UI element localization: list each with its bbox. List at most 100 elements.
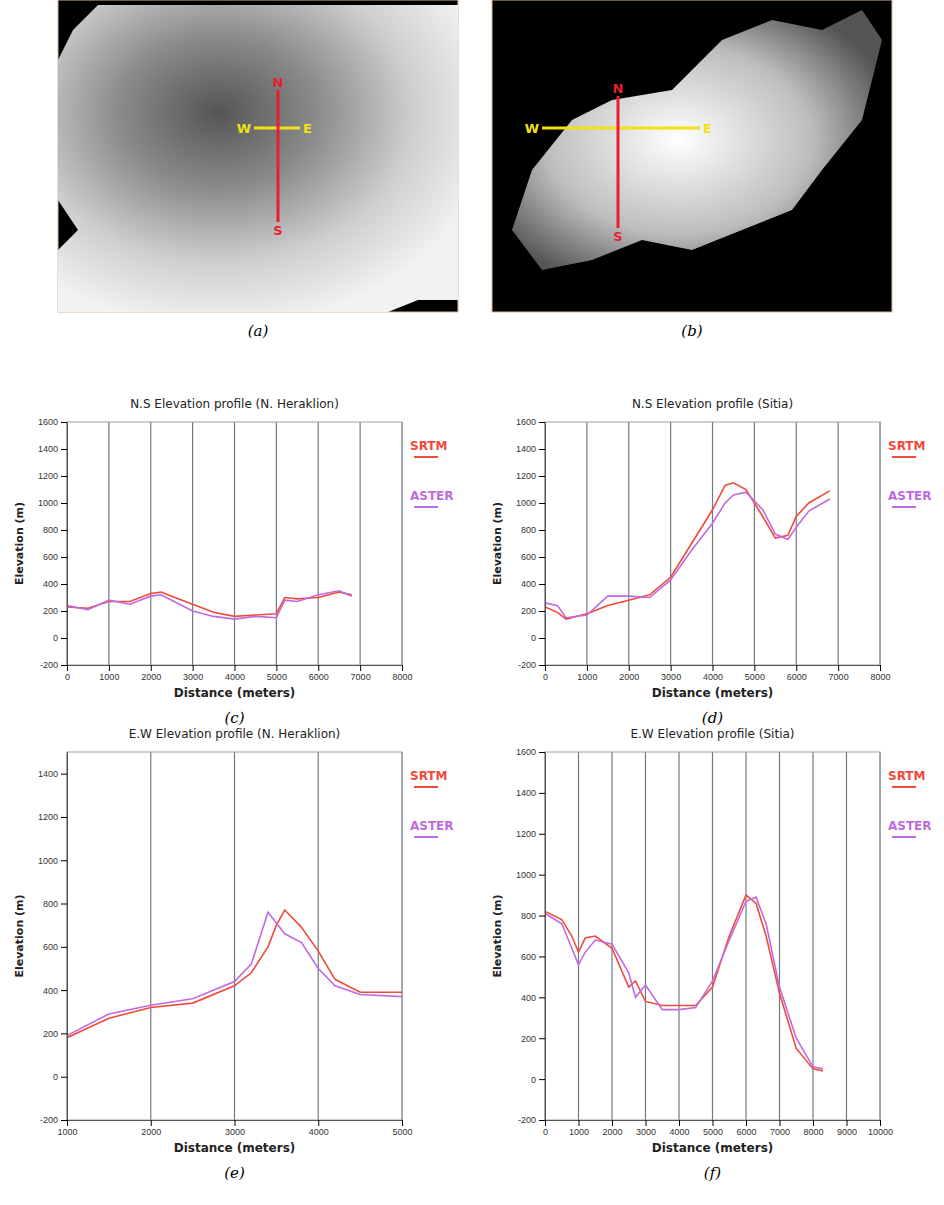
- tick-mark: [579, 1120, 580, 1126]
- legend-swatch: [414, 456, 438, 458]
- plot-background: [67, 422, 402, 665]
- legend: SRTMASTER: [410, 439, 454, 507]
- tick: 200: [43, 606, 67, 616]
- tick: 1600: [516, 747, 545, 757]
- grid-line: [628, 422, 629, 665]
- tick-mark: [61, 947, 67, 948]
- grid-line: [779, 752, 780, 1120]
- series-line: [67, 591, 352, 619]
- legend-swatch: [414, 836, 438, 838]
- axis-line: [545, 753, 546, 1121]
- tick: 200: [521, 1034, 545, 1044]
- tick-label: 800: [521, 525, 536, 535]
- legend-swatch: [892, 456, 916, 458]
- tick: 1200: [516, 829, 545, 839]
- tick-label: 0: [531, 633, 536, 643]
- grid-line: [108, 422, 109, 665]
- tick-mark: [539, 1038, 545, 1039]
- tick: 1000: [38, 498, 67, 508]
- tick: 8000: [392, 665, 412, 682]
- tick: 600: [521, 952, 545, 962]
- tick: 5000: [267, 665, 287, 682]
- legend-swatch: [892, 836, 916, 838]
- terrain: [512, 10, 882, 270]
- tick-label: 600: [521, 952, 536, 962]
- tick-mark: [646, 1120, 647, 1126]
- tick-label: 3000: [636, 1127, 656, 1137]
- grid-line: [712, 752, 713, 1120]
- plot-frame: [545, 752, 880, 1120]
- tick-mark: [61, 665, 67, 666]
- tick-mark: [587, 665, 588, 671]
- tick-mark: [61, 638, 67, 639]
- legend: SRTMASTER: [888, 439, 932, 507]
- tick: 8000: [803, 1120, 823, 1137]
- panel-label: (f): [704, 1164, 721, 1182]
- tick: 200: [521, 606, 545, 616]
- tick-label: 1600: [516, 417, 536, 427]
- tick-mark: [61, 476, 67, 477]
- tick-label: 0: [543, 672, 548, 682]
- series-line: [67, 912, 402, 1035]
- x-axis: 010002000300040005000600070008000: [543, 665, 891, 682]
- tick-mark: [61, 904, 67, 905]
- tick: 4000: [669, 1120, 689, 1137]
- tick: 3000: [661, 665, 681, 682]
- legend: SRTMASTER: [888, 769, 932, 837]
- legend-swatch: [892, 506, 916, 508]
- series-group: [67, 910, 402, 1038]
- legend-label: ASTER: [410, 819, 454, 833]
- tick-mark: [539, 997, 545, 998]
- tick-label: 0: [543, 1127, 548, 1137]
- tick-label: 8000: [870, 672, 890, 682]
- tick: 0: [531, 1074, 545, 1084]
- chart: -200020040060080010001200140010002000300…: [13, 727, 454, 1182]
- tick-label: 1000: [38, 856, 58, 866]
- tick-mark: [61, 990, 67, 991]
- compass-label: N: [273, 75, 284, 90]
- tick: 7000: [829, 665, 849, 682]
- tick-mark: [67, 665, 68, 671]
- plot-frame: [67, 422, 402, 665]
- tick-mark: [539, 611, 545, 612]
- tick-label: 0: [65, 672, 70, 682]
- tick-mark: [746, 1120, 747, 1126]
- tick-mark: [61, 817, 67, 818]
- tick-mark: [780, 1120, 781, 1126]
- tick-mark: [61, 422, 67, 423]
- ew-profile-line: [542, 127, 700, 130]
- tick-label: 200: [43, 1029, 58, 1039]
- tick-label: -200: [40, 1115, 58, 1125]
- tick: 400: [521, 579, 545, 589]
- tick-label: 3000: [661, 672, 681, 682]
- tick-mark: [545, 665, 546, 671]
- tick: 6000: [309, 665, 329, 682]
- grid-line: [192, 422, 193, 665]
- tick: 800: [521, 911, 545, 921]
- y-axis: -20002004006008001000120014001600: [38, 417, 68, 670]
- tick-label: 2000: [141, 672, 161, 682]
- tick: 1600: [516, 417, 545, 427]
- grid-line: [796, 422, 797, 665]
- x-axis-title: Distance (meters): [174, 1141, 296, 1155]
- grid-line: [150, 752, 151, 1120]
- tick: 2000: [141, 665, 161, 682]
- tick-mark: [276, 665, 277, 671]
- tick-label: 1000: [516, 870, 536, 880]
- legend-label: SRTM: [888, 439, 925, 453]
- grid-line: [234, 422, 235, 665]
- tick: 9000: [837, 1120, 857, 1137]
- tick-label: -200: [518, 660, 536, 670]
- tick-mark: [539, 503, 545, 504]
- tick-label: 5000: [267, 672, 287, 682]
- tick-label: 0: [531, 1074, 536, 1084]
- tick-mark: [360, 665, 361, 671]
- tick-label: 600: [521, 552, 536, 562]
- tick: 0: [53, 1072, 67, 1082]
- tick: 4000: [703, 665, 723, 682]
- tick-label: 800: [43, 525, 58, 535]
- tick: 5000: [745, 665, 765, 682]
- tick: 1000: [516, 498, 545, 508]
- tick: 3000: [183, 665, 203, 682]
- tick-mark: [880, 1120, 881, 1126]
